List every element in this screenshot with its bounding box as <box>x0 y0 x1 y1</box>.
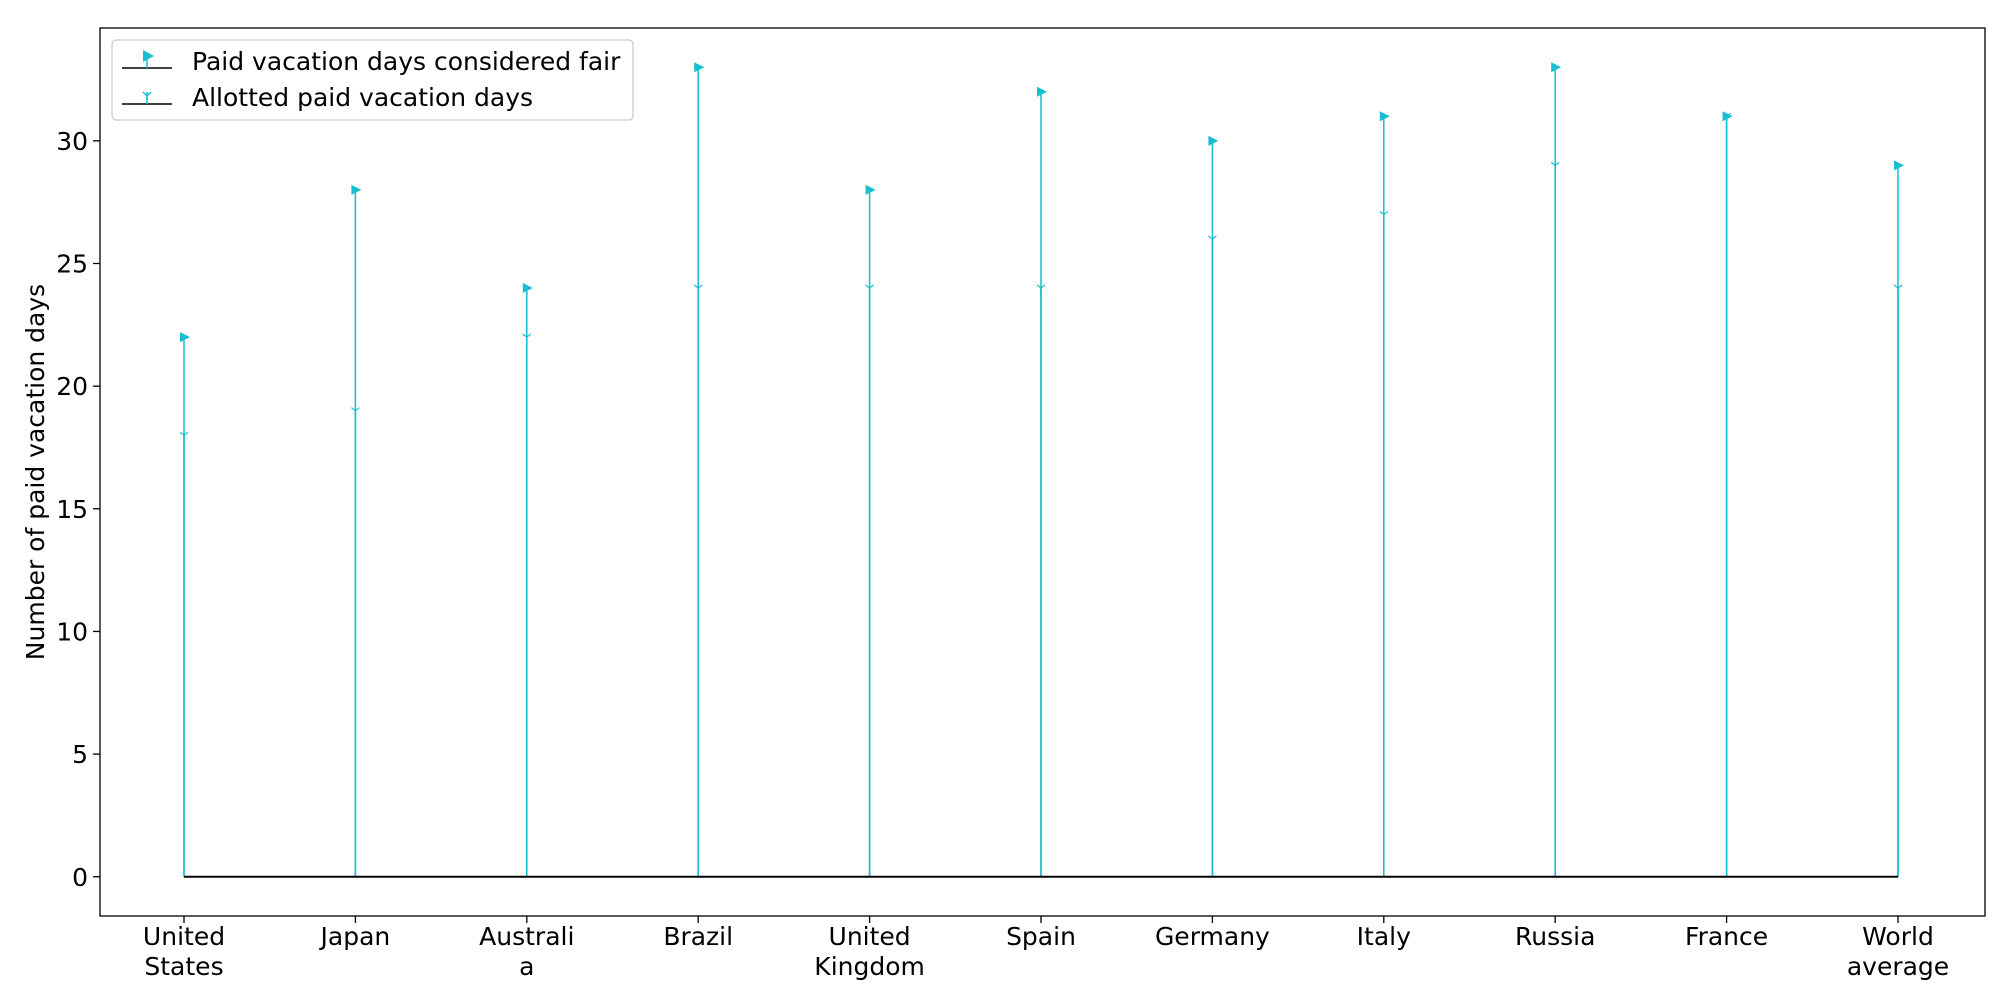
legend-entry-fair: Paid vacation days considered fair <box>122 47 621 76</box>
y-tick-label: 5 <box>72 740 88 769</box>
y-tick-label: 15 <box>56 495 88 524</box>
y-tick-label: 0 <box>72 863 88 892</box>
fair-marker <box>694 62 705 73</box>
y-tick-label: 10 <box>56 617 88 646</box>
x-tick-label: France <box>1685 922 1768 951</box>
x-tick-label: World <box>1862 922 1934 951</box>
legend-label-fair: Paid vacation days considered fair <box>192 47 621 76</box>
x-tick-label: United <box>143 922 225 951</box>
allotted-marker <box>522 333 532 342</box>
allotted-marker <box>1722 112 1731 121</box>
x-tick-label: Italy <box>1357 922 1411 951</box>
legend: Paid vacation days considered fair Allot… <box>111 39 634 121</box>
stem-layer <box>179 62 1904 878</box>
fair-marker <box>1551 62 1562 73</box>
x-tick-label: Germany <box>1155 922 1270 951</box>
allotted-marker <box>1208 235 1217 243</box>
triangle-right-marker-icon <box>143 50 154 62</box>
x-tick-label: United <box>829 922 911 951</box>
allotted-marker <box>1036 284 1046 293</box>
allotted-marker <box>351 407 360 415</box>
fair-marker <box>1037 86 1047 97</box>
x-tick-label: Kingdom <box>814 952 925 981</box>
fair-marker <box>1722 111 1733 122</box>
plot-frame <box>99 27 1986 917</box>
allotted-marker <box>1893 284 1903 293</box>
y-tick-label: 25 <box>56 249 88 278</box>
fair-marker <box>180 332 190 343</box>
tri-down-marker-icon <box>142 91 152 100</box>
x-tick-label: Australi <box>479 922 574 951</box>
x-tick-label: States <box>144 952 223 981</box>
fair-marker <box>1208 135 1219 146</box>
fair-marker <box>1379 111 1390 122</box>
fair-marker <box>1894 160 1904 171</box>
fair-marker <box>865 184 876 195</box>
legend-entry-allotted: Allotted paid vacation days <box>122 83 533 112</box>
y-tick-label: 30 <box>56 127 88 156</box>
x-tick-label: Brazil <box>663 922 733 951</box>
x-tick-label: Russia <box>1515 922 1595 951</box>
allotted-marker <box>179 431 189 440</box>
allotted-marker <box>865 284 874 293</box>
y-axis-label: Number of paid vacation days <box>21 284 50 660</box>
fair-marker <box>351 184 362 195</box>
legend-box <box>111 39 634 121</box>
x-tick-label: a <box>519 952 534 981</box>
y-tick-label: 20 <box>56 372 88 401</box>
allotted-marker <box>693 284 703 293</box>
legend-label-allotted: Allotted paid vacation days <box>192 83 533 112</box>
x-tick-label: Japan <box>319 922 391 951</box>
allotted-marker <box>1379 210 1389 219</box>
x-tick-label: average <box>1847 952 1949 981</box>
fair-marker <box>522 283 533 294</box>
x-tick-label: Spain <box>1006 922 1076 951</box>
allotted-marker <box>1550 161 1560 170</box>
